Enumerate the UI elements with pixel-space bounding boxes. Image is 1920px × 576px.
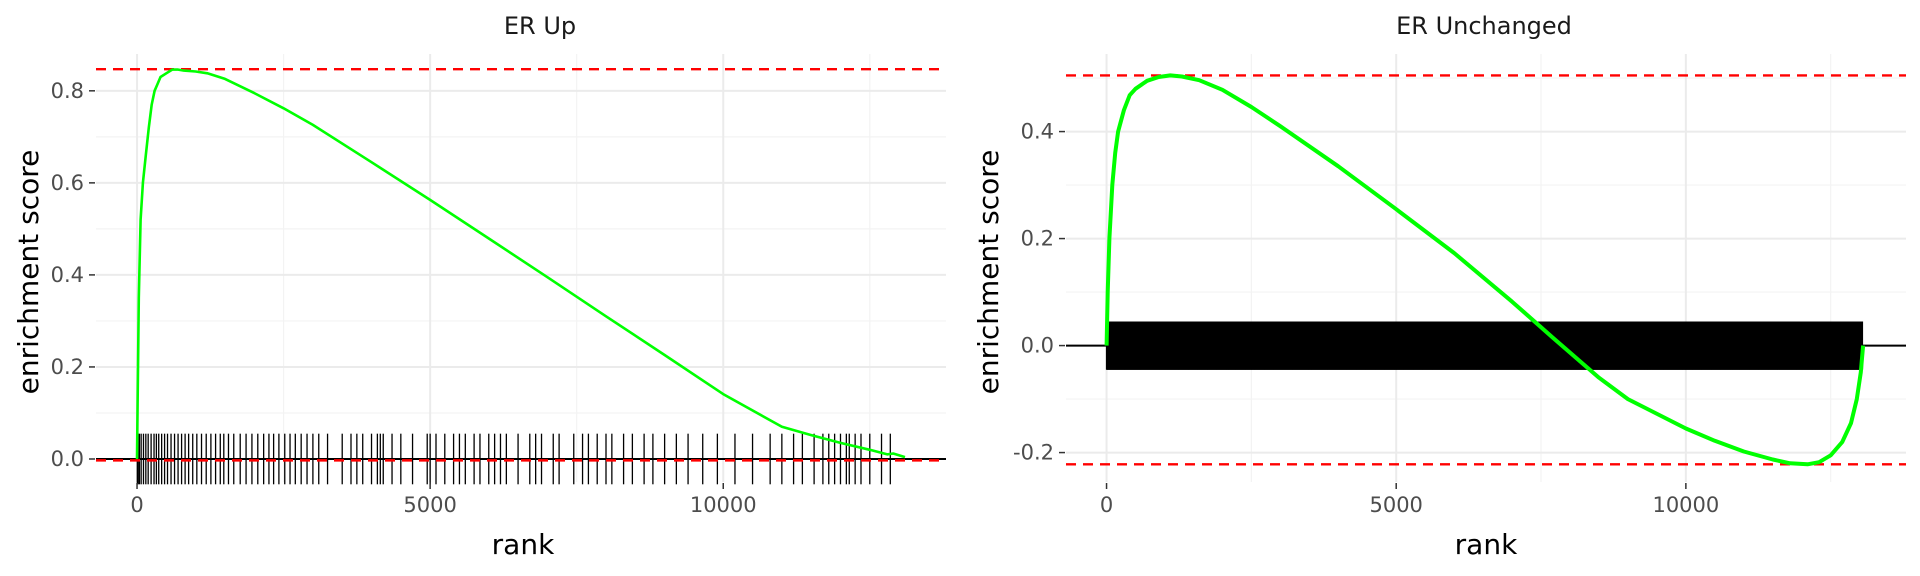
y-tick-label: -0.2 <box>1013 441 1054 465</box>
reference-lines <box>1066 74 1906 466</box>
x-tick-label: 10000 <box>690 493 757 517</box>
reference-lines <box>96 67 946 462</box>
y-axis-label: enrichment score <box>12 150 45 395</box>
x-axis-ticks: 0 5000 10000 <box>1100 483 1719 517</box>
enrichment-curve <box>135 68 906 460</box>
y-tick-label: 0.4 <box>1021 120 1054 144</box>
x-axis-ticks: 0 5000 10000 <box>130 483 757 517</box>
enrichment-curve <box>1104 73 1866 467</box>
y-tick-label: 0.2 <box>51 355 84 379</box>
y-axis-ticks: 0.0 0.2 0.4 0.6 0.8 <box>51 79 95 471</box>
y-tick-label: 0.6 <box>51 171 84 195</box>
gridlines <box>96 54 946 482</box>
x-tick-label: 10000 <box>1652 493 1719 517</box>
gridlines <box>1066 54 1906 482</box>
y-tick-label: 0.0 <box>1021 334 1054 358</box>
y-axis-label: enrichment score <box>972 150 1005 395</box>
x-tick-label: 5000 <box>403 493 456 517</box>
x-tick-label: 0 <box>130 493 143 517</box>
x-tick-label: 0 <box>1100 493 1113 517</box>
panel-er-up: 0.0 0.2 0.4 0.6 0.8 0 5000 10000 ER Up rank en… <box>12 12 946 561</box>
x-axis-label: rank <box>1455 528 1518 561</box>
x-axis-label: rank <box>492 528 555 561</box>
x-tick-label: 5000 <box>1369 493 1422 517</box>
y-tick-label: 0.8 <box>51 79 84 103</box>
chart-title: ER Unchanged <box>1396 12 1572 40</box>
y-axis-ticks: -0.2 0.0 0.2 0.4 <box>1013 120 1065 465</box>
chart-title: ER Up <box>504 12 576 40</box>
y-tick-label: 0.0 <box>51 447 84 471</box>
y-tick-label: 0.4 <box>51 263 84 287</box>
y-tick-label: 0.2 <box>1021 227 1054 251</box>
panel-er-unchanged: -0.2 0.0 0.2 0.4 0 5000 10000 ER Unchanged ra… <box>972 12 1906 561</box>
